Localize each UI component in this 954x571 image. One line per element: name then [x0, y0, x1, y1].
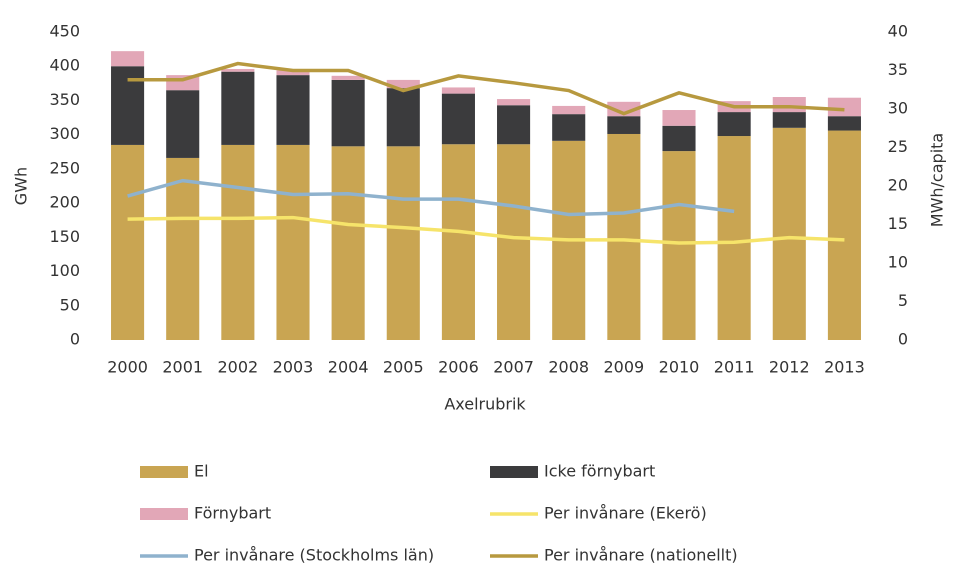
- bar-segment: [772, 112, 806, 128]
- bar-segment: [607, 133, 641, 340]
- bar-segment: [552, 105, 586, 115]
- y2-tick-label: 20: [888, 176, 908, 195]
- bar-segment: [221, 68, 255, 72]
- bar-segment: [276, 75, 310, 145]
- line-series: [127, 178, 735, 217]
- y2-tick-label: 10: [888, 253, 908, 272]
- bar-segment: [827, 97, 861, 117]
- bar-segment: [662, 151, 696, 340]
- y2-tick-label: 5: [898, 291, 908, 310]
- x-tick-label: 2009: [603, 358, 644, 377]
- y2-tick-label: 30: [888, 99, 908, 118]
- legend-label: Per invånare (Ekerö): [544, 504, 707, 523]
- y-tick-label: 350: [49, 90, 80, 109]
- y-tick-label: 300: [49, 124, 80, 143]
- x-tick-label: 2002: [217, 358, 258, 377]
- y-tick-label: 200: [49, 193, 80, 212]
- bar-segment: [386, 146, 420, 340]
- y-tick-label: 100: [49, 261, 80, 280]
- bar-segment: [221, 144, 255, 340]
- y-tick-label: 50: [60, 295, 80, 314]
- bar-segment: [441, 93, 475, 145]
- bar-segment: [331, 75, 365, 80]
- x-tick-label: 2000: [107, 358, 148, 377]
- x-tick-label: 2012: [769, 358, 810, 377]
- bar-segment: [276, 70, 310, 76]
- legend-label: Per invånare (nationellt): [544, 546, 738, 565]
- bar-segment: [166, 157, 200, 340]
- legend-swatch: [140, 466, 188, 478]
- bar-segment: [772, 97, 806, 113]
- bar-segment: [827, 116, 861, 131]
- line-series: [127, 215, 845, 245]
- legend-label: Icke förnybart: [544, 462, 655, 481]
- bar-segment: [386, 79, 420, 89]
- y2-tick-label: 0: [898, 330, 908, 349]
- legend-swatch: [140, 508, 188, 520]
- y2-axis-label: MWh/capita: [928, 133, 947, 227]
- bar-segment: [607, 116, 641, 134]
- y2-tick-label: 35: [888, 60, 908, 79]
- bar-segment: [331, 79, 365, 147]
- bar-segment: [717, 112, 751, 137]
- bar-segment: [441, 87, 475, 94]
- x-tick-label: 2008: [548, 358, 589, 377]
- bar-segment: [717, 136, 751, 340]
- bar-segment: [276, 144, 310, 340]
- x-tick-label: 2013: [824, 358, 865, 377]
- legend-swatch: [490, 466, 538, 478]
- x-tick-label: 2003: [273, 358, 314, 377]
- y-tick-label: 150: [49, 227, 80, 246]
- x-tick-label: 2007: [493, 358, 534, 377]
- bar-segment: [552, 114, 586, 141]
- bar-segment: [111, 51, 145, 67]
- legend-label: El: [194, 462, 209, 481]
- x-tick-label: 2001: [162, 358, 203, 377]
- x-tick-label: 2011: [714, 358, 755, 377]
- y2-tick-label: 40: [888, 22, 908, 41]
- y2-tick-label: 25: [888, 137, 908, 156]
- bar-segment: [662, 125, 696, 152]
- bar-segment: [497, 144, 531, 340]
- line-series: [127, 61, 845, 116]
- x-axis-label: Axelrubrik: [444, 395, 526, 414]
- x-tick-label: 2005: [383, 358, 424, 377]
- bar-segment: [441, 144, 475, 340]
- bar-segment: [331, 146, 365, 340]
- bar-segment: [386, 88, 420, 147]
- bar-segment: [772, 127, 806, 340]
- legend-label: Per invånare (Stockholms län): [194, 546, 434, 565]
- legend-label: Förnybart: [194, 504, 271, 523]
- y2-tick-label: 15: [888, 214, 908, 233]
- bar-segment: [221, 71, 255, 145]
- y-tick-label: 400: [49, 56, 80, 75]
- bar-segment: [497, 99, 531, 106]
- x-tick-label: 2006: [438, 358, 479, 377]
- x-tick-label: 2010: [659, 358, 700, 377]
- x-tick-label: 2004: [328, 358, 369, 377]
- bar-segment: [607, 101, 641, 117]
- bar-segment: [827, 130, 861, 340]
- bar-segment: [166, 90, 200, 158]
- y-tick-label: 450: [49, 22, 80, 41]
- bar-segment: [111, 144, 145, 340]
- bar-segment: [497, 105, 531, 145]
- y-tick-label: 0: [70, 330, 80, 349]
- y-axis-label: GWh: [12, 167, 31, 205]
- bar-segment: [662, 110, 696, 126]
- y-tick-label: 250: [49, 158, 80, 177]
